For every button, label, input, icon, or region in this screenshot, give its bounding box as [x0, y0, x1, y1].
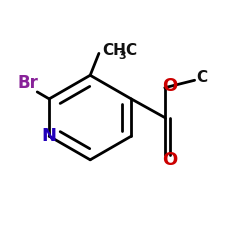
- Text: N: N: [42, 127, 57, 145]
- Text: O: O: [162, 151, 178, 169]
- Text: O: O: [162, 77, 178, 95]
- Text: 3: 3: [119, 52, 126, 62]
- Text: C: C: [196, 70, 207, 85]
- Text: C: C: [126, 44, 136, 59]
- Text: Br: Br: [17, 74, 38, 92]
- Text: CH: CH: [102, 44, 126, 59]
